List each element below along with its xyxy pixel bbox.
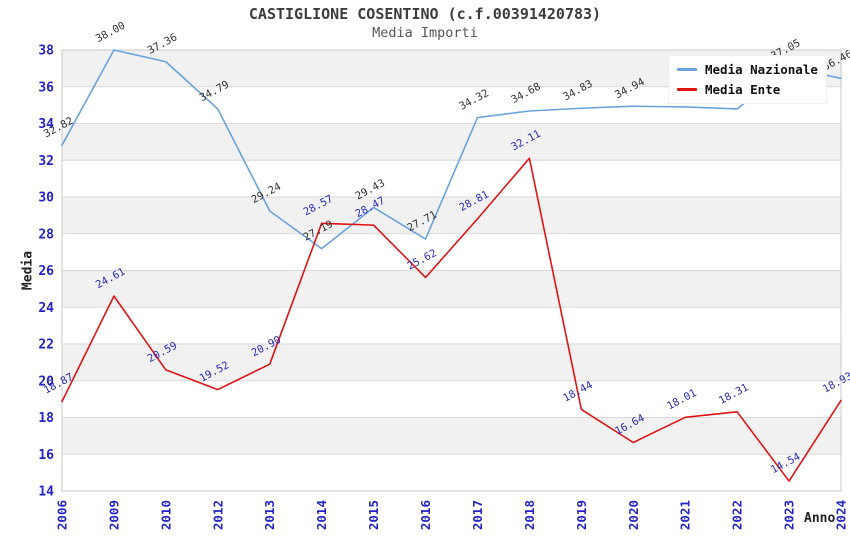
- y-tick-label: 14: [38, 485, 54, 500]
- x-tick-label: 2023: [782, 500, 797, 530]
- y-tick-label: 16: [38, 448, 54, 463]
- x-tick-label: 2020: [626, 500, 641, 530]
- y-tick-label: 30: [38, 191, 54, 206]
- x-tick-label: 2012: [210, 500, 225, 530]
- legend-item-media-nazionale: Media Nazionale: [677, 62, 818, 77]
- chart-title: CASTIGLIONE COSENTINO (c.f.00391420783): [248, 5, 602, 23]
- y-tick-label: 20: [38, 374, 54, 389]
- x-tick-label: 2010: [158, 500, 173, 530]
- x-tick-label: 2009: [106, 500, 121, 530]
- legend-item-media-ente: Media Ente: [677, 82, 818, 97]
- x-tick-label: 2021: [678, 500, 693, 530]
- y-tick-label: 24: [38, 301, 54, 316]
- y-tick-label: 32: [38, 154, 54, 169]
- x-axis-title: Anno: [804, 511, 836, 526]
- legend-label-ente: Media Ente: [705, 82, 781, 97]
- plot-band: [62, 123, 841, 161]
- plot-band: [62, 233, 841, 271]
- plot-band: [62, 307, 841, 344]
- x-tick-label: 2017: [470, 500, 485, 530]
- y-tick-label: 38: [38, 44, 54, 59]
- plot-band: [62, 197, 841, 234]
- x-tick-label: 2018: [522, 500, 537, 530]
- x-tick-label: 2016: [418, 500, 433, 530]
- y-tick-label: 26: [38, 264, 54, 279]
- nazionale-line-swatch-icon: [677, 68, 697, 71]
- x-tick-label: 2015: [366, 500, 381, 530]
- plot-band: [62, 417, 841, 455]
- plot-band: [62, 270, 841, 308]
- x-tick-label: 2024: [834, 500, 849, 530]
- plot-band: [62, 454, 841, 491]
- plot-band: [62, 344, 841, 381]
- y-tick-label: 22: [38, 338, 54, 353]
- plot-band: [62, 380, 841, 418]
- y-tick-label: 34: [38, 117, 54, 132]
- series-line-media-nazionale: [61, 49, 842, 250]
- y-tick-label: 18: [38, 411, 54, 426]
- x-tick-label: 2019: [574, 500, 589, 530]
- legend: Media Nazionale Media Ente: [668, 55, 827, 104]
- y-axis-title: Media: [20, 250, 36, 291]
- x-tick-label: 2022: [730, 500, 745, 530]
- chart-subtitle: Media Importi: [372, 25, 478, 41]
- y-tick-label: 36: [38, 80, 54, 95]
- ente-line-swatch-icon: [677, 88, 697, 91]
- legend-label-nazionale: Media Nazionale: [705, 62, 818, 77]
- y-tick-label: 28: [38, 227, 54, 242]
- x-tick-label: 2014: [314, 500, 329, 530]
- series-line-media-ente: [61, 157, 842, 482]
- x-tick-label: 2013: [262, 500, 277, 530]
- plot-border: [61, 49, 842, 492]
- x-tick-label: 2006: [55, 500, 70, 530]
